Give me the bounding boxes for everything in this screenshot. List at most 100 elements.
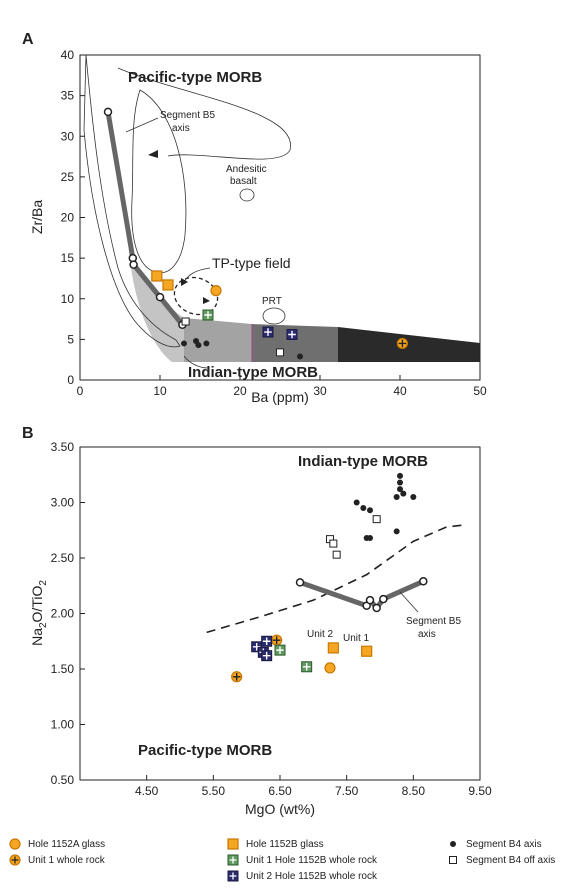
panel-b-segment-b5-vertex [295,578,305,587]
panel-b-dashed-boundary [206,523,467,634]
panel-a-segment-b5-vertex [129,260,138,269]
panel-a-segment-b5-leader [125,117,159,133]
panel-b-pacific-label: Pacific-type MORB [138,742,272,759]
panel-a-point-seg-b4-axis [203,340,210,347]
panel-a-ytick-label: 25 [61,170,75,184]
panel-b-point-seg-b4-off-axis [329,539,338,548]
panel-a-ytick-label: 40 [61,48,75,62]
panel-a-ytick-label: 30 [61,129,75,143]
panel-b-segment-b5-line [299,579,425,611]
indian-field-light [128,240,184,362]
panel-a-point-seg-b4-axis [297,353,303,360]
panel-b-ytick-label: 3.50 [51,440,75,454]
panel-b-segment-b5-vertex [419,577,428,586]
panel-a-point-unit1-1152b-whole-rock [202,309,214,321]
panel-b-segment-b5-vertex [372,603,381,613]
panel-a-xtick-label: 40 [393,384,407,398]
panel-a-prt-label: PRT [262,296,282,307]
panel-a-axes: 0 10 20 30 40 50 0 5 10 15 20 25 30 35 40 [61,48,487,398]
andesitic-basalt-field [239,188,255,202]
panel-b-frame [79,446,481,781]
panel-a-point-hole1152b-glass [151,270,163,282]
panel-b-segment-b5-axis-label: axis [418,629,436,640]
panel-a-ytick-label: 35 [61,89,75,103]
panel-a-xtick-label: 50 [473,384,487,398]
panel-a-small-arrow [203,297,210,304]
panel-b-point-unit1-1152b-whole-rock [301,661,313,673]
panel-b-ytick-label: 1.50 [51,662,75,676]
panel-a-andesitic-label: Andesitic [226,164,267,175]
pacific-field-tail [117,67,291,160]
navy-square-cross-icon [227,870,239,882]
panel-a-point-hole1152a-glass [210,285,222,297]
indian-field-mid [184,318,252,362]
panel-b-label: B [22,425,34,442]
black-dot-icon [450,841,456,847]
green-square-cross-icon [227,854,239,866]
panel-a-point-unit1-whole-rock [396,337,408,350]
open-square-icon [449,856,457,864]
legend-item-unit1-whole-rock: Unit 1 whole rock [8,852,105,868]
panel-a-point-seg-b4-axis [195,342,202,349]
panel-a-segment-b5-vertex [155,292,165,302]
tp-type-field [173,276,219,316]
panel-b-unit1-label: Unit 1 [343,633,370,644]
panel-b-point-seg-b4-off-axis [332,550,341,559]
panel-b-point-seg-b4-axis [410,493,417,500]
panel-b-point-seg-b4-off-axis [372,515,381,524]
panel-b-unit2-label: Unit 2 [307,629,334,640]
legend-item-unit2-1152b-whole-rock: Unit 2 Hole 1152B whole rock [226,868,377,884]
pacific-field-outline-outer [83,55,181,348]
panel-a-xtick-label: 0 [77,384,84,398]
panel-b-point-unit1-1152b-whole-rock [274,644,286,656]
panel-b-points [231,472,417,683]
panel-b-point-seg-b4-axis [397,486,403,493]
panel-b-xtick-label: 9.50 [468,784,492,798]
panel-b-point-seg-b4-axis [367,535,373,542]
legend-item-hole1152a-glass: Hole 1152A glass [8,836,105,852]
panel-a-tp-arrow [183,267,211,283]
panel-b-point-unit1-whole-rock [231,671,243,683]
panel-b-point-unit2-1152b-whole-rock [261,635,273,647]
panel-b-point-hole1152b-glass [327,642,339,654]
panel-b-ytick-label: 1.00 [51,718,75,732]
panel-b-point-seg-b4-axis [397,472,403,479]
panel-b-point-seg-b4-axis [397,479,403,486]
panel-b-point-unit2-1152b-whole-rock [251,641,263,653]
orange-circle-icon [9,838,21,850]
panel-b-point-seg-b4-axis [393,528,400,535]
legend: Hole 1152A glass Unit 1 whole rock Hole … [0,830,581,890]
panel-b: 4.50 5.50 6.50 7.50 8.50 9.50 0.50 1.00 1.50 2.00… [29,440,492,817]
panel-a-ytick-label: 10 [61,292,75,306]
panel-a-ytick-label: 15 [61,251,75,265]
panel-a-point-unit2-1152b-whole-rock [286,329,298,340]
legend-item-hole1152b-glass: Hole 1152B glass [226,836,324,852]
panel-b-xtick-label: 8.50 [402,784,426,798]
panel-b-xtick-label: 6.50 [268,784,292,798]
panel-a-pacific-arrow [183,355,209,369]
panel-b-ylabel: Na2O/TiO2 [29,580,49,646]
panel-a-indian-label: Indian-type MORB [188,364,318,381]
panel-b-point-seg-b4-axis [400,490,407,497]
panel-b-point-unit1-whole-rock [271,634,283,646]
panel-a-point-seg-b4-off-axis [276,348,284,357]
panel-a-point-hole1152b-glass [162,279,174,291]
panel-a-segment-b5-label: Segment B5 [160,110,215,121]
panel-a-point-seg-b4-axis [181,340,187,347]
panel-a-basalt-label: basalt [230,176,257,187]
panel-b-point-seg-b4-axis [367,507,373,514]
legend-item-unit1-1152b-whole-rock: Unit 1 Hole 1152B whole rock [226,852,377,868]
panel-b-axes: 4.50 5.50 6.50 7.50 8.50 9.50 0.50 1.00 1.50 2.00… [51,440,492,798]
panel-a-segment-b5-axis-label: axis [172,123,190,134]
panel-a-ytick-label: 20 [61,211,75,225]
panel-b-xtick-label: 5.50 [202,784,226,798]
panel-a-arrow-b5 [148,150,158,158]
panel-a: 0 10 20 30 40 50 0 5 10 15 20 25 30 35 40 Pacific-type… [29,48,487,405]
panel-b-ytick-label: 2.00 [51,607,75,621]
legend-item-seg-b4-off-axis: Segment B4 off axis [446,852,555,868]
panel-b-ytick-label: 3.00 [51,496,75,510]
panel-b-point-seg-b4-axis [353,499,360,506]
panel-b-xlabel: MgO (wt%) [245,801,315,817]
panel-a-ytick-label: 5 [67,332,74,346]
